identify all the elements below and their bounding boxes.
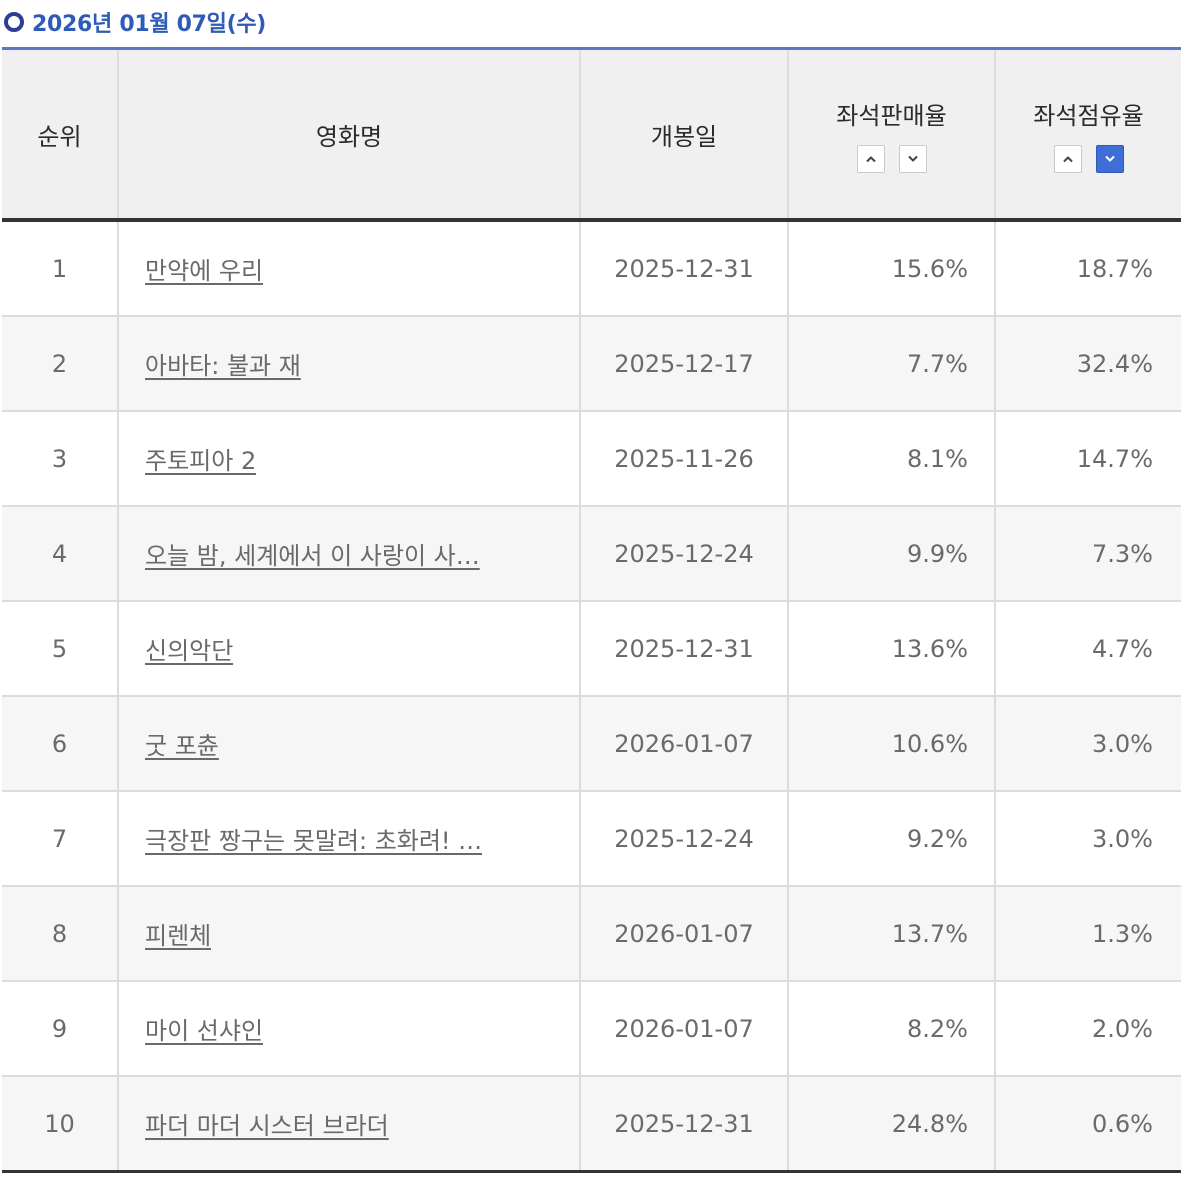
title-cell: 주토피아 2 [117,411,581,507]
movie-title-link[interactable]: 아바타: 불과 재 [145,352,301,380]
share-rate-label: 좌석점유율 [1033,101,1144,130]
sales-rate-cell: 9.2% [787,791,996,887]
circle-bullet-icon [4,12,24,32]
sales-rate-cell: 10.6% [787,696,996,792]
chevron-up-icon [1062,155,1073,162]
movie-title-link[interactable]: 신의악단 [145,637,234,665]
table-row: 4 오늘 밤, 세계에서 이 사랑이 사… 2025-12-24 9.9% 7.… [2,506,1181,602]
rank-cell: 8 [2,886,119,982]
chevron-up-icon [865,155,876,162]
title-cell: 마이 선샤인 [117,981,581,1077]
table-row: 5 신의악단 2025-12-31 13.6% 4.7% [2,601,1181,697]
chevron-down-icon [907,155,918,162]
rank-cell: 9 [2,981,119,1077]
release-date-cell: 2025-12-24 [579,506,789,602]
share-rate-cell: 2.0% [994,981,1181,1077]
release-date-cell: 2025-12-17 [579,316,789,412]
share-rate-sort-desc-button[interactable] [1095,144,1124,173]
table-row: 10 파더 마더 시스터 브라더 2025-12-31 24.8% 0.6% [2,1076,1181,1173]
table-row: 3 주토피아 2 2025-11-26 8.1% 14.7% [2,411,1181,507]
sales-rate-sort-controls [789,144,994,173]
movie-title-link[interactable]: 마이 선샤인 [145,1017,264,1045]
title-cell: 극장판 짱구는 못말려: 초화려! … [117,791,581,887]
table-row: 8 피렌체 2026-01-07 13.7% 1.3% [2,886,1181,982]
share-rate-sort-asc-button[interactable] [1053,144,1082,173]
table-header-row: 순위 영화명 개봉일 좌석판매율 좌석점유율 [2,50,1181,222]
column-header-release: 개봉일 [579,50,789,222]
title-divider [2,47,1181,50]
release-date-cell: 2025-12-31 [579,601,789,697]
rank-cell: 7 [2,791,119,887]
date-title: 2026년 01월 07일(수) [32,12,267,37]
date-header: 2026년 01월 07일(수) [4,0,266,44]
movie-title-link[interactable]: 굿 포츈 [145,732,219,760]
title-cell: 굿 포츈 [117,696,581,792]
rank-cell: 2 [2,316,119,412]
sales-rate-cell: 8.1% [787,411,996,507]
rank-cell: 4 [2,506,119,602]
sales-rate-sort-desc-button[interactable] [898,144,927,173]
sales-rate-cell: 13.6% [787,601,996,697]
release-date-cell: 2025-11-26 [579,411,789,507]
table-row: 1 만약에 우리 2025-12-31 15.6% 18.7% [2,220,1181,317]
sales-rate-cell: 15.6% [787,220,996,317]
movie-title-link[interactable]: 극장판 짱구는 못말려: 초화려! … [145,827,483,855]
sales-rate-label: 좌석판매율 [836,101,947,130]
box-office-table: 순위 영화명 개봉일 좌석판매율 좌석점유율 [2,50,1181,1173]
movie-title-link[interactable]: 만약에 우리 [145,257,264,285]
release-date-cell: 2025-12-24 [579,791,789,887]
sales-rate-cell: 8.2% [787,981,996,1077]
sales-rate-cell: 13.7% [787,886,996,982]
title-cell: 신의악단 [117,601,581,697]
rank-cell: 1 [2,220,119,317]
share-rate-cell: 3.0% [994,791,1181,887]
table-row: 6 굿 포츈 2026-01-07 10.6% 3.0% [2,696,1181,792]
sales-rate-cell: 24.8% [787,1076,996,1173]
column-header-sales-rate: 좌석판매율 [787,50,996,222]
release-date-cell: 2026-01-07 [579,696,789,792]
share-rate-cell: 7.3% [994,506,1181,602]
share-rate-cell: 1.3% [994,886,1181,982]
table-row: 7 극장판 짱구는 못말려: 초화려! … 2025-12-24 9.2% 3.… [2,791,1181,887]
column-header-share-rate: 좌석점유율 [994,50,1181,222]
column-header-rank: 순위 [2,50,119,222]
release-date-cell: 2025-12-31 [579,220,789,317]
share-rate-sort-controls [996,144,1181,173]
sales-rate-sort-asc-button[interactable] [856,144,885,173]
title-cell: 피렌체 [117,886,581,982]
share-rate-cell: 0.6% [994,1076,1181,1173]
share-rate-cell: 14.7% [994,411,1181,507]
share-rate-cell: 32.4% [994,316,1181,412]
share-rate-cell: 3.0% [994,696,1181,792]
sales-rate-cell: 7.7% [787,316,996,412]
table-row: 9 마이 선샤인 2026-01-07 8.2% 2.0% [2,981,1181,1077]
release-date-cell: 2026-01-07 [579,886,789,982]
title-cell: 오늘 밤, 세계에서 이 사랑이 사… [117,506,581,602]
title-cell: 파더 마더 시스터 브라더 [117,1076,581,1173]
movie-title-link[interactable]: 피렌체 [145,922,212,950]
column-header-title: 영화명 [117,50,581,222]
movie-title-link[interactable]: 오늘 밤, 세계에서 이 사랑이 사… [145,542,480,570]
release-date-cell: 2025-12-31 [579,1076,789,1173]
release-date-cell: 2026-01-07 [579,981,789,1077]
rank-cell: 10 [2,1076,119,1173]
share-rate-cell: 18.7% [994,220,1181,317]
rank-cell: 6 [2,696,119,792]
rank-cell: 3 [2,411,119,507]
title-cell: 만약에 우리 [117,220,581,317]
movie-title-link[interactable]: 주토피아 2 [145,447,257,475]
sales-rate-cell: 9.9% [787,506,996,602]
table-row: 2 아바타: 불과 재 2025-12-17 7.7% 32.4% [2,316,1181,412]
share-rate-cell: 4.7% [994,601,1181,697]
chevron-down-icon [1104,155,1115,162]
title-cell: 아바타: 불과 재 [117,316,581,412]
rank-cell: 5 [2,601,119,697]
movie-title-link[interactable]: 파더 마더 시스터 브라더 [145,1112,389,1140]
